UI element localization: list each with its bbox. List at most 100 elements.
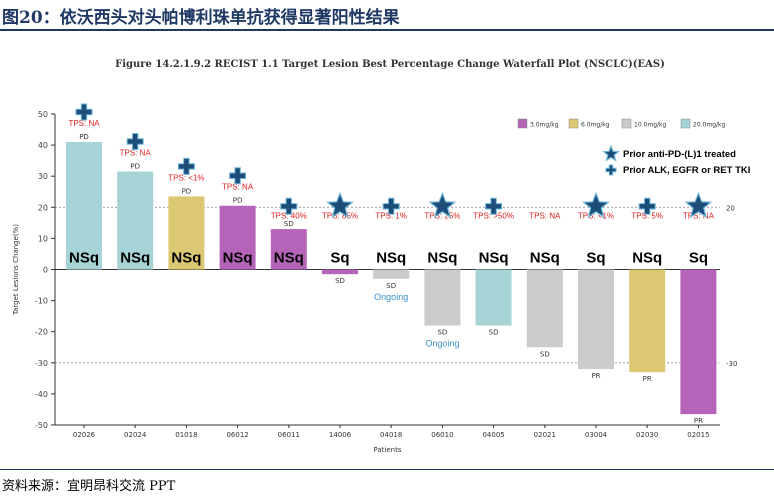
cross-icon [605, 164, 617, 176]
response-label: SD [386, 282, 396, 290]
histology-label: NSq [427, 250, 457, 267]
legend-label: 6.0mg/kg [581, 122, 610, 129]
cross-icon [280, 197, 298, 215]
tps-label: TPS: NA [68, 119, 100, 128]
tps-label: TPS: 40% [271, 211, 307, 220]
star-icon [582, 191, 610, 219]
star-icon [602, 144, 620, 162]
report-header: 图20：依沃西头对头帕博利珠单抗获得显著阳性结果 [0, 0, 774, 31]
bar [322, 269, 358, 275]
y-tick-label: 40 [38, 141, 48, 150]
y-axis-label: Target Lesions Change(%) [12, 224, 20, 316]
star-icon [684, 191, 713, 219]
legend-label: 10.0mg/kg [634, 122, 667, 129]
histology-label: Sq [330, 250, 349, 267]
response-label: SD [540, 350, 550, 358]
y-tick-label: 10 [38, 234, 48, 243]
bar [373, 269, 410, 279]
legend-swatch [621, 118, 632, 129]
y-tick-label: 50 [38, 110, 48, 119]
bar [680, 269, 717, 415]
response-label: SD [437, 328, 447, 336]
histology-label: Sq [586, 250, 605, 267]
y-tick-label: -40 [35, 390, 48, 399]
bar [117, 171, 154, 270]
tps-label: TPS: 5% [631, 211, 663, 220]
y-tick-label: 0 [43, 266, 48, 275]
x-tick-label: 02026 [73, 431, 96, 439]
y-tick-label: -50 [35, 421, 48, 430]
bar [270, 229, 307, 270]
histology-label: NSq [376, 250, 406, 267]
bar [578, 269, 614, 370]
legend-prior-label: Prior ALK, EGFR or RET TKI [623, 165, 750, 176]
cross-icon [229, 167, 247, 185]
x-tick-label: 06010 [431, 431, 453, 439]
histology-label: NSq [171, 250, 201, 267]
legend-swatch [680, 118, 691, 129]
histology-label: Sq [689, 250, 708, 267]
histology-label: NSq [632, 250, 662, 267]
legend-label: 3.0mg/kg [530, 122, 559, 129]
legend-prior-label: Prior anti-PD-(L)1 treated [623, 149, 736, 160]
response-label: SD [489, 328, 499, 336]
cross-icon [75, 103, 93, 121]
response-label: SD [284, 220, 294, 228]
tps-label: TPS: NA [222, 183, 254, 192]
cross-icon [382, 197, 400, 215]
response-label: PR [643, 375, 652, 383]
bar [475, 269, 512, 326]
response-label: PD [182, 187, 192, 195]
bar [168, 196, 205, 270]
cross-icon [126, 133, 144, 150]
ongoing-label: Ongoing [425, 338, 459, 348]
response-label: PD [130, 163, 140, 171]
y-tick-label: -30 [35, 359, 48, 368]
tps-label: TPS: 25% [424, 211, 460, 220]
x-tick-label: 14006 [329, 431, 352, 439]
header-divider [0, 29, 774, 31]
legend-label: 20.0mg/kg [693, 122, 726, 129]
response-label: SD [335, 277, 345, 285]
legend-swatch [568, 118, 579, 129]
reference-line-label: -30 [726, 360, 737, 368]
footer-divider [0, 469, 774, 470]
tps-label: TPS: <1% [578, 211, 614, 220]
x-axis-label: Patients [373, 446, 401, 454]
response-label: PR [591, 372, 600, 380]
star-icon [326, 191, 354, 219]
x-tick-label: 04018 [380, 431, 402, 439]
histology-label: NSq [223, 250, 253, 267]
histology-label: NSq [69, 250, 99, 267]
response-label: PD [79, 133, 89, 141]
histology-label: NSq [479, 250, 509, 267]
tps-label: TPS: >50% [473, 211, 514, 220]
cross-icon [485, 197, 503, 215]
histology-label: NSq [530, 250, 560, 267]
bar [629, 269, 666, 373]
tps-label: TPS: NA [529, 211, 561, 220]
x-tick-label: 02015 [687, 431, 709, 439]
bar [424, 269, 461, 326]
bar [219, 205, 256, 270]
x-tick-label: 06012 [226, 431, 248, 439]
tps-label: TPS: NA [683, 211, 715, 220]
x-tick-label: 02024 [124, 431, 147, 439]
x-tick-label: 04005 [482, 431, 504, 439]
x-tick-label: 02021 [534, 431, 556, 439]
response-label: PR [694, 417, 703, 425]
waterfall-chart: Figure 14.2.1.9.2 RECIST 1.1 Target Lesi… [12, 59, 750, 454]
figure-caption: 图20：依沃西头对头帕博利珠单抗获得显著阳性结果 [2, 8, 400, 28]
y-tick-label: 30 [38, 172, 48, 181]
star-icon [428, 191, 457, 219]
ongoing-label: Ongoing [374, 292, 408, 302]
histology-label: NSq [274, 250, 304, 267]
source-note: 资料来源：宜明昂科交流 PPT [2, 479, 176, 494]
tps-label: TPS: NA [120, 149, 152, 158]
legend-swatch [517, 118, 528, 129]
histology-label: NSq [120, 250, 150, 267]
response-label: PD [233, 197, 243, 205]
x-tick-label: 03004 [585, 431, 608, 439]
reference-line-label: 20 [726, 204, 735, 212]
cross-icon [177, 157, 195, 175]
